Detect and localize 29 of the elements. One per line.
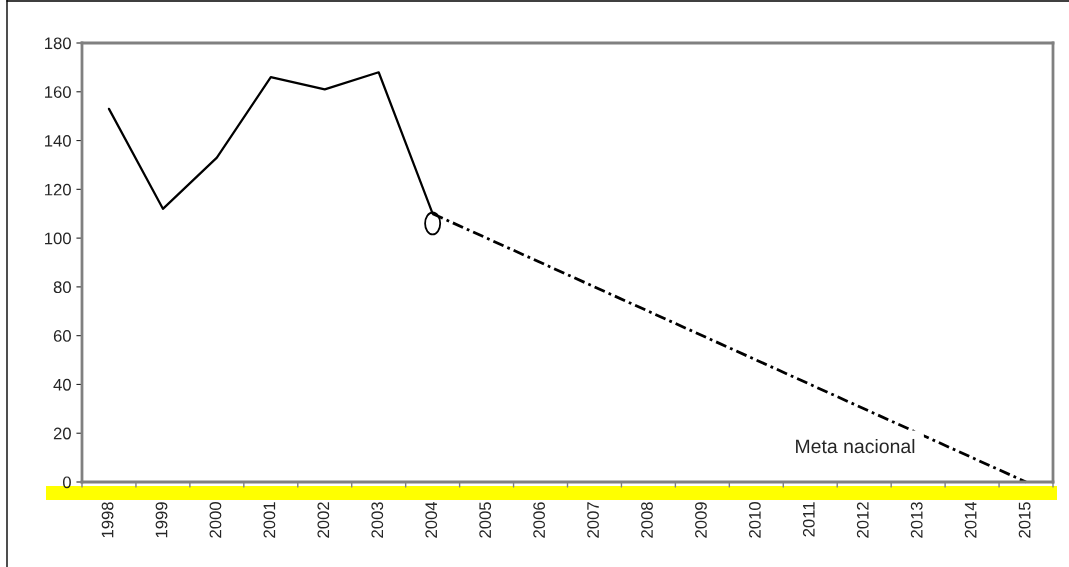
x-tick-label: 2014 bbox=[964, 501, 977, 538]
x-tick-label: 2012 bbox=[856, 502, 869, 538]
x-tick-label: 2010 bbox=[748, 502, 761, 538]
x-tick-label: 2008 bbox=[641, 502, 653, 538]
x-tick-label: 2007 bbox=[587, 502, 599, 538]
x-tick-label: 2005 bbox=[479, 502, 492, 538]
y-tick-label: 120 bbox=[45, 183, 71, 196]
y-tick-label: 160 bbox=[45, 86, 71, 98]
x-tick-label: 2006 bbox=[533, 502, 545, 538]
x-tick-label: 1999 bbox=[155, 502, 168, 538]
y-tick-label: 180 bbox=[45, 37, 71, 50]
x-tick-label: 2011 bbox=[802, 502, 815, 537]
y-tick-label: 20 bbox=[53, 427, 71, 440]
y-tick-label: 80 bbox=[53, 281, 71, 294]
x-tick-label: 1998 bbox=[101, 502, 114, 538]
y-tick-label: 100 bbox=[45, 232, 71, 245]
y-tick-label: 0 bbox=[62, 476, 71, 489]
x-tick-label: 2013 bbox=[910, 502, 923, 538]
y-tick-label: 40 bbox=[53, 378, 71, 391]
x-tick-label: 2015 bbox=[1018, 502, 1031, 538]
x-tick-label: 2001 bbox=[263, 502, 276, 538]
y-tick-label: 140 bbox=[45, 134, 71, 147]
x-tick-label: 2009 bbox=[695, 502, 707, 538]
annotation: Meta nacional bbox=[796, 438, 915, 454]
y-tick-label: 60 bbox=[53, 330, 71, 342]
x-tick-label: 2003 bbox=[371, 502, 384, 538]
x-tick-label: 2000 bbox=[209, 502, 222, 538]
x-tick-label: 2002 bbox=[317, 502, 330, 538]
x-tick-label: 2004 bbox=[425, 501, 438, 538]
